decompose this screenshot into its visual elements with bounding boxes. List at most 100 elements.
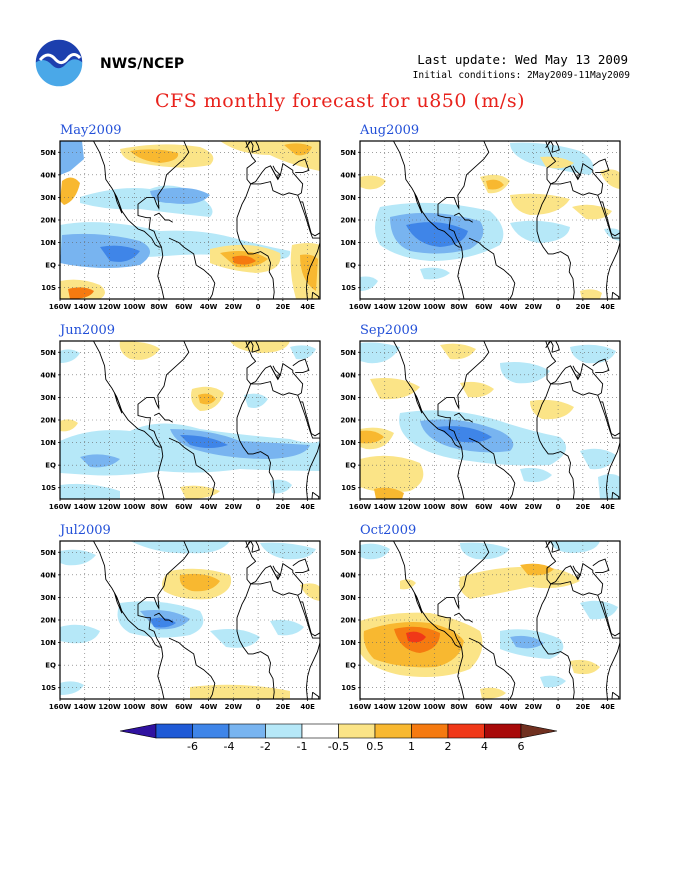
lon-tick-label: 60W — [475, 703, 493, 711]
lon-tick-label: 20E — [276, 303, 291, 311]
panel-title-oct: Oct2009 — [360, 523, 417, 538]
lon-tick-label: 100W — [123, 703, 146, 711]
lat-tick-label: 30N — [340, 394, 356, 402]
coastline — [72, 541, 320, 699]
colorbar-swatch — [447, 723, 485, 739]
lon-tick-label: 40E — [300, 503, 315, 511]
lat-tick-label: 10S — [341, 284, 356, 292]
panel-title-may: May2009 — [60, 123, 122, 138]
lat-tick-label: EQ — [345, 662, 356, 670]
lon-tick-label: 20E — [576, 503, 591, 511]
colorbar-max-arrow — [520, 723, 558, 739]
lat-tick-label: 10S — [41, 284, 56, 292]
lon-tick-label: 100W — [423, 703, 446, 711]
lon-tick-label: 120W — [98, 303, 121, 311]
graticule — [360, 541, 620, 699]
lat-tick-label: 20N — [40, 617, 56, 625]
lon-tick-label: 0 — [556, 703, 561, 711]
forecast-map-sep: 50N 40N 30N 20N 10N EQ 10S 160W 140W 120W 100W 80W 6… — [340, 340, 621, 511]
lat-tick-label: 30N — [340, 594, 356, 602]
colorbar-label: 6 — [518, 740, 525, 753]
panel-title-jul: Jul2009 — [60, 523, 111, 538]
lon-tick-label: 120W — [398, 503, 421, 511]
lon-tick-label: 60W — [175, 503, 193, 511]
lon-tick-label: 20W — [225, 703, 243, 711]
agency-label: NWS/NCEP — [100, 56, 185, 72]
lon-tick-label: 60W — [175, 703, 193, 711]
lat-tick-label: 10N — [40, 639, 56, 647]
lon-tick-label: 40W — [500, 703, 518, 711]
lon-tick-label: 140W — [74, 303, 97, 311]
lon-tick-label: 120W — [98, 703, 121, 711]
colorbar-swatch — [374, 723, 412, 739]
colorbar-label: -2 — [260, 740, 271, 753]
lon-tick-label: 120W — [398, 303, 421, 311]
graticule — [60, 141, 320, 299]
lon-tick-label: 0 — [556, 503, 561, 511]
lat-tick-label: 50N — [340, 149, 356, 157]
lat-tick-label: EQ — [45, 262, 56, 270]
lon-tick-label: 100W — [423, 303, 446, 311]
lat-tick-label: 30N — [40, 594, 56, 602]
lon-tick-label: 60W — [175, 303, 193, 311]
lon-tick-label: 40E — [600, 703, 615, 711]
lon-tick-label: 100W — [123, 503, 146, 511]
coastline — [72, 341, 320, 499]
lon-tick-label: 40W — [500, 503, 518, 511]
lat-tick-label: 10S — [41, 484, 56, 492]
lat-tick-label: 10S — [341, 684, 356, 692]
lat-tick-label: EQ — [45, 462, 56, 470]
colorbar-swatch — [155, 723, 193, 739]
lat-tick-label: 40N — [340, 371, 356, 379]
lon-tick-label: 40E — [600, 503, 615, 511]
lon-tick-label: 140W — [74, 703, 97, 711]
lat-tick-label: 50N — [340, 349, 356, 357]
colorbar-swatch — [301, 723, 339, 739]
last-update-text: Last update: Wed May 13 2009 — [417, 52, 628, 67]
colorbar-swatch — [228, 723, 266, 739]
lon-tick-label: 160W — [349, 503, 372, 511]
colorbar-swatch — [338, 723, 376, 739]
panel-title-aug: Aug2009 — [360, 123, 420, 138]
graticule — [360, 341, 620, 499]
lat-tick-label: 10N — [340, 439, 356, 447]
lon-tick-label: 160W — [49, 503, 72, 511]
coastline — [372, 341, 620, 499]
lon-tick-label: 40W — [200, 703, 218, 711]
lat-tick-label: 20N — [40, 217, 56, 225]
colorbar-swatch — [411, 723, 449, 739]
lat-tick-label: 10N — [340, 639, 356, 647]
lon-tick-label: 20E — [276, 703, 291, 711]
lon-tick-label: 40W — [200, 503, 218, 511]
forecast-map-may: 50N 40N 30N 20N 10N EQ 10S 160W 140W 120W 100W 80W 6… — [40, 140, 321, 311]
lat-tick-label: 10S — [341, 484, 356, 492]
lon-tick-label: 40E — [300, 703, 315, 711]
coastline — [372, 141, 620, 299]
lon-tick-label: 100W — [123, 303, 146, 311]
lon-tick-label: 160W — [49, 303, 72, 311]
lat-tick-label: 50N — [40, 349, 56, 357]
lon-tick-label: 0 — [256, 703, 261, 711]
lon-tick-label: 80W — [150, 703, 168, 711]
lon-tick-label: 80W — [150, 303, 168, 311]
lon-tick-label: 120W — [398, 703, 421, 711]
lon-tick-label: 140W — [374, 503, 397, 511]
colorbar-label: -6 — [187, 740, 198, 753]
colorbar-label: 0.5 — [366, 740, 384, 753]
coastline — [372, 541, 620, 699]
lat-tick-label: 40N — [340, 571, 356, 579]
lat-tick-label: 20N — [340, 417, 356, 425]
lon-tick-label: 40W — [200, 303, 218, 311]
color-scale-bar: -6 -4 -2 -1 -0.5 0.5 1 2 4 6 — [119, 723, 558, 753]
lat-tick-label: 50N — [40, 149, 56, 157]
lat-tick-label: 20N — [340, 617, 356, 625]
lon-tick-label: 20E — [576, 703, 591, 711]
graticule — [360, 141, 620, 299]
colorbar-label: -4 — [224, 740, 235, 753]
graticule — [60, 341, 320, 499]
lon-tick-label: 0 — [256, 503, 261, 511]
panel-title-jun: Jun2009 — [60, 323, 116, 338]
colorbar-label: 4 — [481, 740, 488, 753]
lon-tick-label: 20W — [225, 303, 243, 311]
lon-tick-label: 40W — [500, 303, 518, 311]
